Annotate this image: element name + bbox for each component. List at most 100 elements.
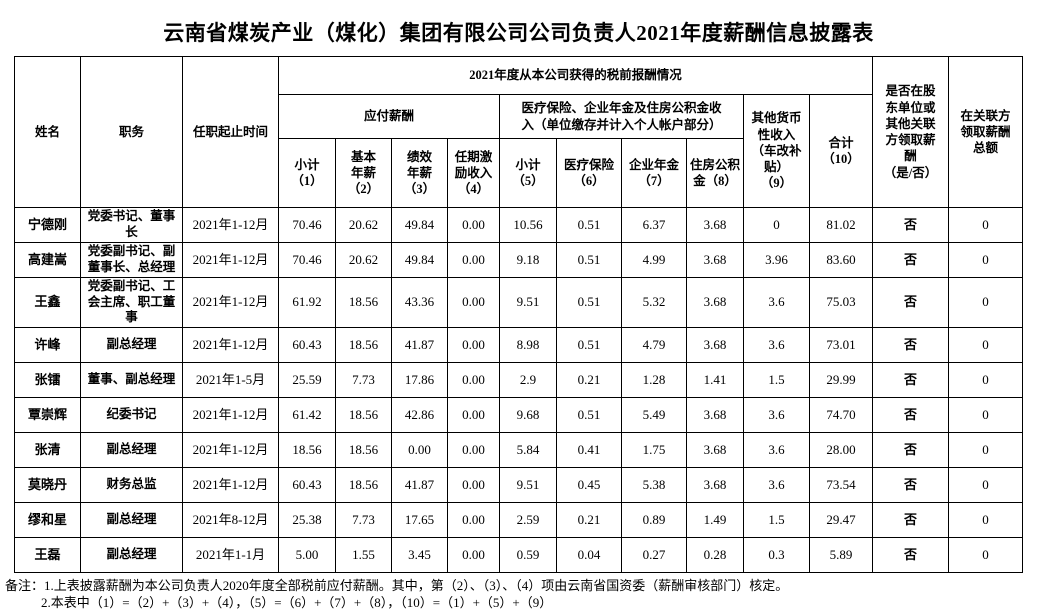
header-enterprise-annuity: 企业年金 （7） (621, 138, 687, 208)
cell-tenure-incentive: 0.00 (447, 361, 500, 398)
cell-tenure: 2021年1-12月 (182, 466, 279, 503)
cell-other-cash-income: 1.5 (743, 501, 810, 538)
cell-shareholder-pay-flag: 否 (872, 501, 950, 538)
header-position: 职务 (80, 56, 183, 208)
cell-housing-fund: 1.41 (686, 361, 744, 398)
cell-tenure: 2021年8-12月 (182, 501, 279, 538)
cell-other-cash-income: 0 (743, 207, 810, 243)
cell-base-salary: 18.56 (335, 431, 392, 468)
cell-position: 董事、副总经理 (80, 361, 183, 398)
cell-total: 73.01 (808, 326, 874, 363)
page-title: 云南省煤炭产业（煤化）集团有限公司公司负责人2021年度薪酬信息披露表 (163, 21, 874, 45)
cell-enterprise-annuity: 5.32 (621, 277, 687, 328)
cell-subtotal-5: 5.84 (499, 431, 557, 468)
cell-other-cash-income: 3.6 (743, 466, 810, 503)
header-tenure-incentive: 任期激 励收入 （4） (447, 138, 500, 208)
cell-other-cash-income: 3.6 (743, 431, 810, 468)
cell-medical-insurance: 0.41 (556, 431, 622, 468)
table-row: 张清 副总经理 2021年1-12月 18.56 18.56 0.00 0.00 5.84 0.… (14, 431, 1024, 468)
cell-shareholder-pay-flag: 否 (872, 361, 950, 398)
cell-position: 纪委书记 (80, 396, 183, 433)
cell-subtotal-1: 5.00 (278, 536, 336, 573)
cell-related-party-total: 0 (948, 361, 1024, 398)
cell-subtotal-5: 2.59 (499, 501, 557, 538)
footnotes: 备注：1.上表披露薪酬为本公司负责人2020年度全部税前应付薪酬。其中，第（2）… (5, 577, 1037, 612)
cell-position: 副总经理 (80, 536, 183, 573)
cell-shareholder-pay-flag: 否 (872, 536, 950, 573)
cell-shareholder-pay-flag: 否 (872, 431, 950, 468)
cell-name: 高建嵩 (14, 242, 81, 278)
cell-tenure-incentive: 0.00 (447, 242, 500, 278)
cell-total: 5.89 (808, 536, 874, 573)
cell-performance-salary: 0.00 (391, 431, 448, 468)
cell-other-cash-income: 0.3 (743, 536, 810, 573)
cell-subtotal-1: 18.56 (278, 431, 336, 468)
cell-tenure-incentive: 0.00 (447, 396, 500, 433)
table-row: 张镭 董事、副总经理 2021年1-5月 25.59 7.73 17.86 0.00 2.9 0… (14, 361, 1024, 398)
salary-disclosure-table: 姓名 职务 任职起止时间 2021年度从本公司获得的税前报酬情况 是否在股 东单… (14, 56, 1024, 573)
cell-subtotal-1: 25.59 (278, 361, 336, 398)
cell-base-salary: 20.62 (335, 207, 392, 243)
cell-total: 74.70 (808, 396, 874, 433)
cell-medical-insurance: 0.51 (556, 242, 622, 278)
cell-subtotal-1: 70.46 (278, 242, 336, 278)
cell-tenure-incentive: 0.00 (447, 326, 500, 363)
cell-name: 王磊 (14, 536, 81, 573)
cell-other-cash-income: 3.6 (743, 326, 810, 363)
cell-other-cash-income: 3.6 (743, 277, 810, 328)
cell-shareholder-pay-flag: 否 (872, 466, 950, 503)
table-row: 覃崇辉 纪委书记 2021年1-12月 61.42 18.56 42.86 0.00 9.68… (14, 396, 1024, 433)
cell-subtotal-5: 9.51 (499, 277, 557, 328)
cell-performance-salary: 43.36 (391, 277, 448, 328)
cell-base-salary: 18.56 (335, 277, 392, 328)
cell-position: 副总经理 (80, 501, 183, 538)
cell-other-cash-income: 3.96 (743, 242, 810, 278)
cell-medical-insurance: 0.21 (556, 361, 622, 398)
cell-tenure-incentive: 0.00 (447, 466, 500, 503)
cell-subtotal-1: 61.42 (278, 396, 336, 433)
footnote-line-1: 备注：1.上表披露薪酬为本公司负责人2020年度全部税前应付薪酬。其中，第（2）… (5, 577, 789, 593)
cell-housing-fund: 0.28 (686, 536, 744, 573)
cell-related-party-total: 0 (948, 396, 1024, 433)
table-row: 王磊 副总经理 2021年1-1月 5.00 1.55 3.45 0.00 0.59 0.04 0… (14, 536, 1024, 573)
cell-name: 莫晓丹 (14, 466, 81, 503)
header-total: 合计 （10） (808, 94, 874, 208)
cell-related-party-total: 0 (948, 207, 1024, 243)
cell-subtotal-5: 8.98 (499, 326, 557, 363)
cell-tenure-incentive: 0.00 (447, 207, 500, 243)
cell-name: 王鑫 (14, 277, 81, 328)
cell-performance-salary: 3.45 (391, 536, 448, 573)
cell-related-party-total: 0 (948, 431, 1024, 468)
cell-subtotal-1: 61.92 (278, 277, 336, 328)
cell-base-salary: 7.73 (335, 501, 392, 538)
cell-base-salary: 1.55 (335, 536, 392, 573)
header-pretax-group: 2021年度从本公司获得的税前报酬情况 (277, 56, 874, 95)
cell-medical-insurance: 0.51 (556, 396, 622, 433)
cell-subtotal-5: 9.51 (499, 466, 557, 503)
cell-total: 73.54 (808, 466, 874, 503)
cell-total: 29.99 (808, 361, 874, 398)
cell-tenure: 2021年1-1月 (182, 536, 279, 573)
cell-housing-fund: 3.68 (686, 207, 744, 243)
header-base-salary: 基本 年薪 （2） (335, 138, 392, 208)
cell-other-cash-income: 3.6 (743, 396, 810, 433)
cell-subtotal-5: 2.9 (499, 361, 557, 398)
cell-enterprise-annuity: 5.38 (621, 466, 687, 503)
cell-subtotal-1: 60.43 (278, 466, 336, 503)
cell-related-party-total: 0 (948, 277, 1024, 328)
cell-related-party-total: 0 (948, 326, 1024, 363)
cell-enterprise-annuity: 4.99 (621, 242, 687, 278)
cell-position: 党委书记、董事长 (80, 207, 183, 243)
table-row: 高建嵩 党委副书记、副董事长、总经理 2021年1-12月 70.46 20.62 49.… (14, 242, 1024, 278)
cell-tenure-incentive: 0.00 (447, 536, 500, 573)
cell-name: 缪和星 (14, 501, 81, 538)
cell-enterprise-annuity: 5.49 (621, 396, 687, 433)
cell-related-party-total: 0 (948, 501, 1024, 538)
cell-housing-fund: 3.68 (686, 396, 744, 433)
cell-enterprise-annuity: 6.37 (621, 207, 687, 243)
cell-tenure: 2021年1-12月 (182, 207, 279, 243)
cell-related-party-total: 0 (948, 466, 1024, 503)
cell-medical-insurance: 0.21 (556, 501, 622, 538)
cell-housing-fund: 3.68 (686, 466, 744, 503)
cell-subtotal-5: 10.56 (499, 207, 557, 243)
